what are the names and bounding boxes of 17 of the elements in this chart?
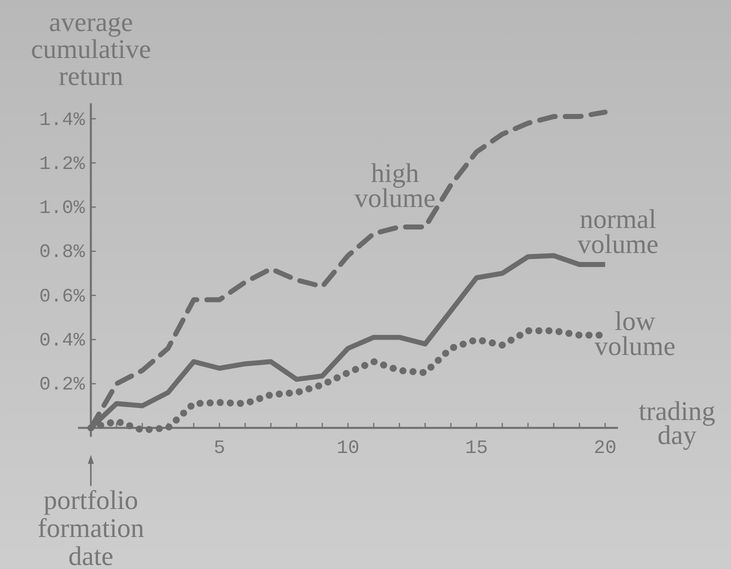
x-tick-label: 15 (465, 436, 488, 459)
series-label: low volume (594, 306, 676, 361)
x-tick-label: 10 (336, 436, 360, 459)
y-tick-label: 0.6% (39, 285, 86, 308)
y-tick-label: 0.2% (39, 374, 86, 396)
y-tick-label: 0.8% (39, 241, 86, 264)
y-tick-label: 1.0% (39, 197, 86, 220)
y-tick-label: 1.4% (39, 108, 86, 131)
y-tick-label: 0.4% (39, 330, 86, 352)
y-tick-label: 1.2% (39, 152, 86, 175)
annotation: portfolio formation date (38, 484, 145, 569)
y-axis-title: average cumulative return (31, 7, 151, 91)
x-tick-label: 20 (594, 436, 617, 459)
series-label: normal volume (578, 204, 659, 259)
x-tick-label: 5 (214, 436, 226, 459)
series-label: high volume (354, 158, 436, 213)
x-axis-title: trading day (638, 396, 716, 450)
